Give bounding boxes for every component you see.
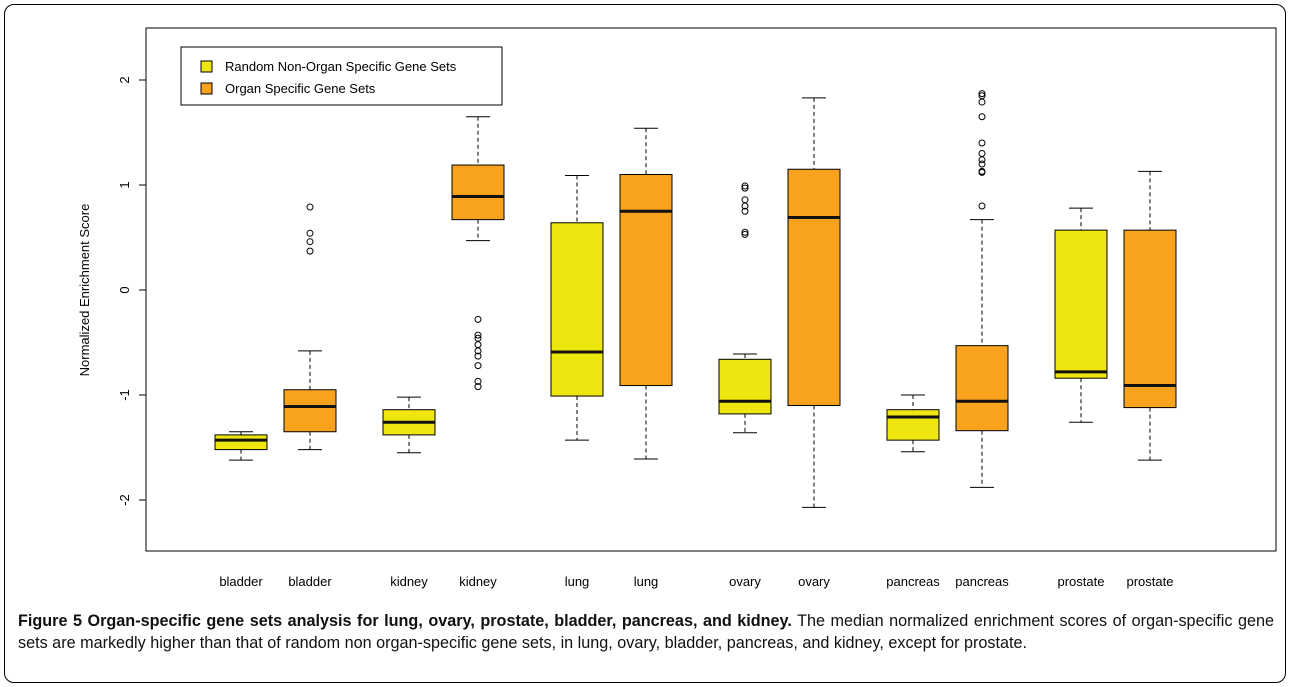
y-tick-label: 1	[117, 181, 132, 188]
outlier-point	[306, 203, 314, 211]
x-tick-label: pancreas	[955, 574, 1009, 589]
x-tick-label: bladder	[219, 574, 263, 589]
box-iqr	[718, 358, 772, 415]
outlier-point	[978, 98, 986, 106]
box-kidney-random	[382, 396, 436, 454]
box-bladder-organ	[283, 203, 337, 451]
x-tick-label: prostate	[1058, 574, 1105, 589]
y-tick-label: -2	[117, 494, 132, 506]
y-axis-title: Normalized Enrichment Score	[77, 204, 92, 377]
legend-label-random: Random Non-Organ Specific Gene Sets	[225, 59, 457, 74]
box-lung-organ	[619, 127, 673, 460]
boxplot-chart: -2 -1 0 1 2 Normalized Enrichment Score blad…	[77, 27, 1277, 589]
legend-swatch-random	[200, 60, 213, 73]
figure-frame	[4, 4, 1286, 683]
box-iqr	[451, 164, 505, 221]
outlier-point	[741, 230, 749, 238]
x-tick-labels: bladder bladder kidney kidney lung lung ovary o…	[219, 574, 1173, 589]
box-lung-random	[550, 175, 604, 441]
outlier-point	[978, 150, 986, 157]
box-pancreas-organ	[955, 90, 1009, 488]
outlier-point	[306, 247, 314, 255]
x-tick-label: prostate	[1127, 574, 1174, 589]
box-iqr	[1123, 229, 1177, 409]
outlier-point	[978, 90, 986, 98]
boxes-group	[214, 90, 1177, 508]
y-tick-label: 0	[117, 286, 132, 293]
x-tick-label: bladder	[288, 574, 332, 589]
outlier-point	[741, 207, 749, 215]
box-iqr	[283, 389, 337, 433]
outlier-point	[978, 156, 986, 164]
outlier-point	[741, 182, 749, 190]
outlier-point	[474, 383, 482, 391]
x-tick-label: ovary	[729, 574, 761, 589]
outlier-point	[474, 331, 482, 339]
x-tick-label: kidney	[390, 574, 428, 589]
outlier-point	[474, 377, 482, 385]
outlier-point	[741, 184, 749, 192]
box-iqr	[619, 174, 673, 387]
outlier-point	[978, 202, 986, 210]
caption-body: The median normalized enrichment scores …	[18, 612, 1274, 652]
box-bladder-random	[214, 431, 268, 461]
y-axis: -2 -1 0 1 2	[117, 76, 146, 506]
box-prostate-organ	[1123, 170, 1177, 461]
outlier-point	[978, 160, 986, 168]
outlier-point	[741, 202, 749, 210]
outlier-point	[978, 139, 986, 147]
x-tick-label: ovary	[798, 574, 830, 589]
outlier-point	[306, 238, 314, 246]
outlier-point	[741, 228, 749, 236]
x-tick-label: pancreas	[886, 574, 940, 589]
box-iqr	[787, 168, 841, 406]
legend-label-organ: Organ Specific Gene Sets	[225, 81, 376, 96]
outlier-point	[306, 229, 314, 237]
outlier-point	[474, 341, 482, 349]
x-tick-label: lung	[565, 574, 590, 589]
box-iqr	[1054, 229, 1108, 379]
x-tick-label: lung	[634, 574, 659, 589]
outlier-point	[474, 352, 482, 360]
box-iqr	[955, 345, 1009, 432]
box-iqr	[550, 222, 604, 397]
outlier-point	[978, 168, 986, 176]
box-prostate-random	[1054, 207, 1108, 423]
box-ovary-random	[718, 182, 772, 434]
legend-swatch-organ	[200, 82, 213, 95]
outlier-point	[474, 362, 482, 370]
outlier-point	[474, 315, 482, 323]
y-tick-label: 2	[117, 76, 132, 83]
figure-caption: Figure 5 Organ-specific gene sets analys…	[18, 610, 1274, 654]
legend: Random Non-Organ Specific Gene Sets Orga…	[180, 46, 503, 106]
outlier-point	[474, 347, 482, 355]
box-iqr	[214, 434, 268, 451]
box-iqr	[886, 409, 940, 441]
legend-box	[180, 46, 503, 106]
outlier-point	[741, 196, 749, 204]
box-ovary-organ	[787, 97, 841, 508]
y-tick-label: -1	[117, 389, 132, 401]
caption-title: Figure 5 Organ-specific gene sets analys…	[18, 612, 792, 630]
box-pancreas-random	[886, 394, 940, 453]
x-tick-label: kidney	[459, 574, 497, 589]
box-kidney-organ	[451, 116, 505, 391]
outlier-point	[978, 113, 986, 121]
